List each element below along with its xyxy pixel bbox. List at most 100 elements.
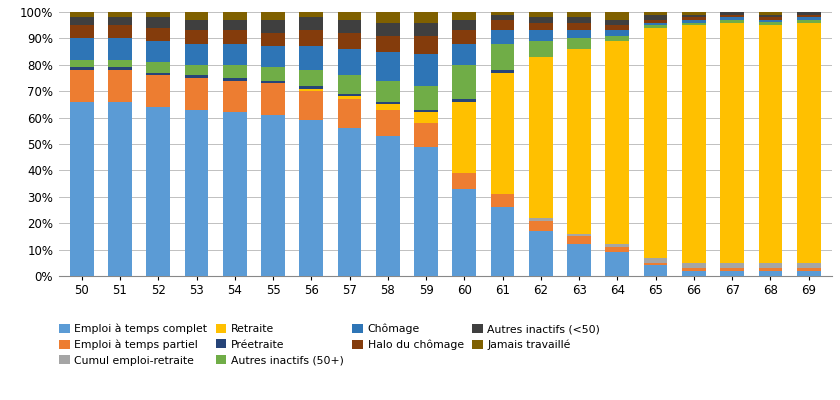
Bar bbox=[146, 62, 171, 73]
Bar bbox=[376, 22, 400, 36]
Bar bbox=[682, 15, 706, 17]
Bar bbox=[414, 123, 438, 147]
Bar bbox=[376, 12, 400, 22]
Bar bbox=[70, 70, 93, 102]
Bar bbox=[682, 22, 706, 25]
Bar bbox=[606, 247, 629, 252]
Bar bbox=[453, 173, 476, 189]
Bar bbox=[70, 12, 93, 17]
Bar bbox=[299, 91, 323, 120]
Bar bbox=[146, 73, 171, 75]
Bar bbox=[185, 65, 208, 75]
Bar bbox=[146, 17, 171, 28]
Bar bbox=[643, 15, 668, 20]
Bar bbox=[720, 271, 744, 276]
Bar bbox=[759, 12, 782, 15]
Bar bbox=[108, 60, 132, 68]
Bar bbox=[108, 25, 132, 38]
Bar bbox=[223, 30, 247, 44]
Bar bbox=[185, 30, 208, 44]
Bar bbox=[261, 33, 285, 46]
Bar bbox=[643, 12, 668, 15]
Bar bbox=[338, 94, 361, 96]
Bar bbox=[606, 36, 629, 41]
Bar bbox=[338, 99, 361, 128]
Bar bbox=[567, 30, 591, 38]
Bar bbox=[797, 12, 821, 15]
Bar bbox=[491, 44, 514, 70]
Bar bbox=[797, 22, 821, 263]
Bar bbox=[338, 33, 361, 49]
Bar bbox=[759, 271, 782, 276]
Bar bbox=[261, 83, 285, 115]
Bar bbox=[682, 25, 706, 263]
Bar bbox=[70, 60, 93, 68]
Bar bbox=[567, 236, 591, 244]
Bar bbox=[223, 112, 247, 276]
Bar bbox=[491, 20, 514, 30]
Bar bbox=[414, 12, 438, 22]
Bar bbox=[759, 15, 782, 17]
Bar bbox=[338, 12, 361, 20]
Bar bbox=[797, 263, 821, 268]
Bar bbox=[376, 52, 400, 81]
Bar bbox=[682, 20, 706, 22]
Bar bbox=[299, 12, 323, 17]
Bar bbox=[720, 15, 744, 17]
Bar bbox=[223, 20, 247, 30]
Bar bbox=[759, 263, 782, 268]
Bar bbox=[643, 266, 668, 276]
Bar bbox=[529, 12, 553, 17]
Bar bbox=[299, 86, 323, 88]
Bar bbox=[261, 68, 285, 81]
Bar bbox=[146, 41, 171, 62]
Bar bbox=[338, 75, 361, 94]
Bar bbox=[453, 99, 476, 102]
Bar bbox=[491, 73, 514, 194]
Bar bbox=[185, 44, 208, 65]
Bar bbox=[453, 189, 476, 276]
Bar bbox=[606, 41, 629, 244]
Bar bbox=[606, 20, 629, 25]
Bar bbox=[146, 75, 171, 107]
Bar bbox=[797, 15, 821, 17]
Bar bbox=[567, 244, 591, 276]
Bar bbox=[491, 207, 514, 276]
Bar bbox=[338, 49, 361, 75]
Bar bbox=[453, 65, 476, 99]
Bar bbox=[70, 25, 93, 38]
Bar bbox=[491, 15, 514, 20]
Bar bbox=[185, 75, 208, 78]
Bar bbox=[376, 110, 400, 136]
Bar bbox=[682, 271, 706, 276]
Bar bbox=[108, 68, 132, 70]
Bar bbox=[797, 268, 821, 271]
Bar bbox=[606, 244, 629, 247]
Bar bbox=[643, 20, 668, 22]
Bar bbox=[682, 268, 706, 271]
Bar bbox=[720, 20, 744, 22]
Bar bbox=[185, 78, 208, 110]
Bar bbox=[606, 25, 629, 30]
Bar bbox=[491, 30, 514, 44]
Bar bbox=[338, 128, 361, 276]
Bar bbox=[643, 263, 668, 266]
Bar bbox=[453, 20, 476, 30]
Bar bbox=[529, 30, 553, 41]
Bar bbox=[414, 54, 438, 86]
Bar bbox=[414, 112, 438, 123]
Bar bbox=[299, 88, 323, 91]
Bar bbox=[108, 12, 132, 17]
Bar bbox=[261, 81, 285, 83]
Bar bbox=[261, 12, 285, 20]
Bar bbox=[643, 28, 668, 258]
Bar bbox=[720, 268, 744, 271]
Bar bbox=[70, 102, 93, 276]
Bar bbox=[567, 12, 591, 17]
Bar bbox=[606, 252, 629, 276]
Bar bbox=[643, 25, 668, 28]
Bar bbox=[223, 65, 247, 78]
Bar bbox=[529, 41, 553, 57]
Bar bbox=[376, 36, 400, 52]
Bar bbox=[376, 81, 400, 102]
